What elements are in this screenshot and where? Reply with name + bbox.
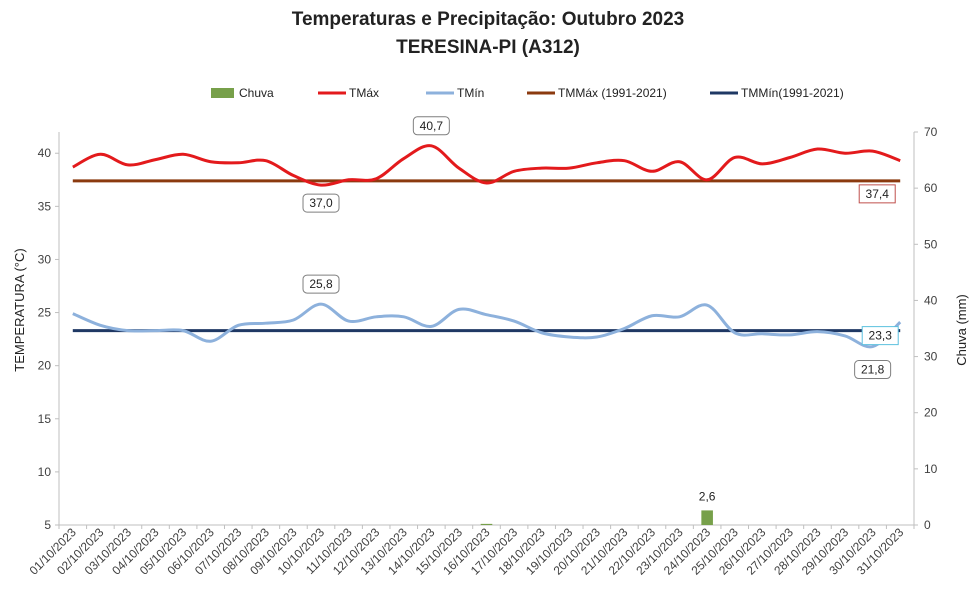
y2-tick-label: 0 xyxy=(924,518,931,532)
callout-label: 40,7 xyxy=(420,119,444,133)
callout-box xyxy=(858,184,896,204)
legend-swatch-chuva xyxy=(211,88,234,98)
y-axis-label: TEMPERATURA (°C) xyxy=(12,248,27,371)
y2-tick-label: 10 xyxy=(924,462,938,476)
tmax-line xyxy=(72,144,901,187)
legend-label: TMáx xyxy=(349,86,379,100)
callout-label: 25,8 xyxy=(309,277,333,291)
plot-area: 5 10 15 20 25 30 35 40 0 10 20 30 40 50 60 70 01/10/20… xyxy=(27,116,938,578)
left-axis-ticks: 5 10 15 20 25 30 35 40 xyxy=(38,146,59,532)
y-tick-label: 5 xyxy=(44,518,51,532)
callout-label: 21,8 xyxy=(861,363,885,377)
y2-tick-label: 50 xyxy=(924,237,938,251)
rain-bars xyxy=(480,510,713,525)
legend-label: Chuva xyxy=(239,86,274,100)
y-tick-label: 35 xyxy=(38,199,52,213)
y2-axis-label: Chuva (mm) xyxy=(954,294,969,366)
x-axis-ticks: 01/10/202302/10/202303/10/202304/10/2023… xyxy=(27,525,915,578)
legend-label: TMín xyxy=(457,86,484,100)
y2-tick-label: 60 xyxy=(924,181,938,195)
y2-tick-label: 30 xyxy=(924,350,938,364)
callout-label: 23,3 xyxy=(869,329,893,343)
y2-tick-label: 70 xyxy=(924,125,938,139)
right-axis-ticks: 0 10 20 30 40 50 60 70 xyxy=(914,125,938,532)
chart-subtitle: TERESINA-PI (A312) xyxy=(396,37,580,58)
y-tick-label: 40 xyxy=(38,146,52,160)
legend-label: TMMáx (1991-2021) xyxy=(558,86,667,100)
callout-label: 2,6 xyxy=(699,489,716,503)
series-lines xyxy=(72,144,902,349)
legend-label: TMMín(1991-2021) xyxy=(741,86,844,100)
tmin-line xyxy=(72,302,902,349)
y2-tick-label: 20 xyxy=(924,406,938,420)
callout-box xyxy=(854,360,892,380)
callout-box xyxy=(302,274,340,294)
y-tick-label: 10 xyxy=(38,465,52,479)
rain-bar xyxy=(701,510,713,525)
y-tick-label: 15 xyxy=(38,412,52,426)
callout-label: 37,0 xyxy=(309,196,333,210)
legend: Chuva TMáx TMín TMMáx (1991-2021) TMMín(1991… xyxy=(211,86,844,100)
y-tick-label: 30 xyxy=(38,252,52,266)
y-tick-label: 25 xyxy=(38,306,52,320)
rain-bar xyxy=(480,523,493,525)
callout-box xyxy=(302,193,340,213)
callout-box xyxy=(861,326,899,346)
chart-title: Temperaturas e Precipitação: Outubro 202… xyxy=(292,9,684,30)
y2-tick-label: 40 xyxy=(924,293,938,307)
callout-box xyxy=(412,116,450,136)
data-callouts: 40,7 37,0 25,8 21,8 2,6 37,4 23,3 xyxy=(302,116,899,503)
callout-label: 37,4 xyxy=(866,187,890,201)
y-tick-label: 20 xyxy=(38,359,52,373)
